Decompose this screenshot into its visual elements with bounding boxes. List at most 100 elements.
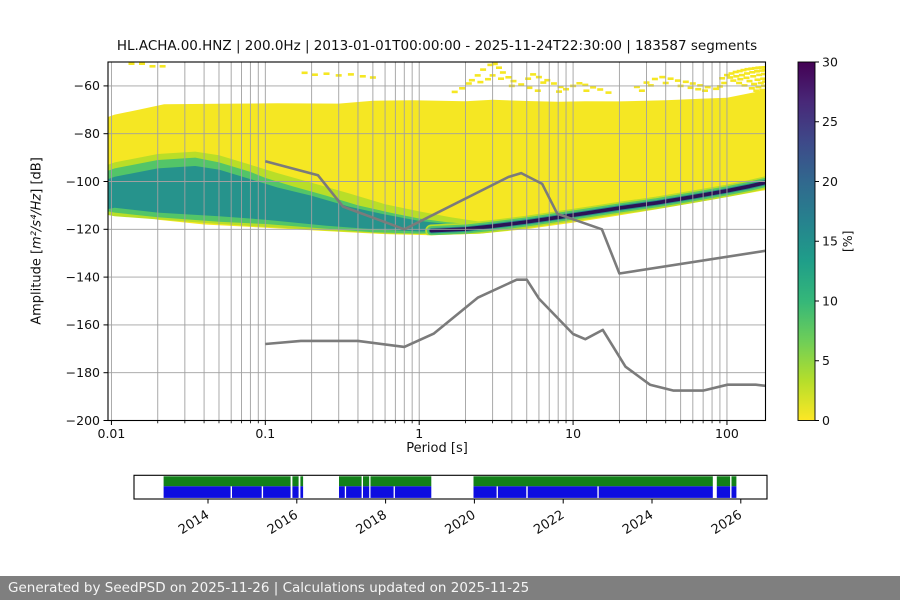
heatmap-speckle: [540, 81, 547, 84]
y-axis-label: Amplitude [m²/s⁴/Hz] [dB]: [30, 157, 45, 325]
x-tick-label: 0.1: [255, 426, 275, 441]
heatmap-speckle: [633, 85, 640, 89]
year-label: 2026: [709, 508, 745, 538]
availability-blue-segment: [497, 486, 527, 498]
availability-green-segment: [473, 476, 713, 487]
x-tick-label: 100: [715, 426, 739, 441]
availability-blue-segment: [473, 486, 497, 498]
y-axis-label-prefix: Amplitude [: [29, 248, 45, 325]
heatmap-speckle: [721, 81, 728, 85]
availability-blue-segment: [300, 486, 304, 498]
heatmap-speckle: [744, 72, 750, 75]
availability-green-segment: [370, 476, 432, 487]
plot-border: [107, 61, 767, 422]
availability-blue-segment: [394, 486, 432, 498]
colorbar: [797, 61, 816, 421]
availability-blue-segment: [292, 486, 299, 498]
heatmap-layer-teal: [108, 166, 472, 232]
colorbar-tick-label: 15: [822, 234, 838, 249]
y-axis-label-units: m²/s⁴/Hz: [29, 193, 45, 249]
heatmap-speckle: [468, 78, 475, 82]
heatmap-speckle: [738, 73, 745, 77]
heatmap-speckle: [149, 65, 156, 68]
heatmap-speckle: [638, 89, 645, 92]
heatmap-speckle: [754, 70, 761, 73]
year-label: 2016: [265, 508, 301, 538]
heatmap-speckle: [727, 76, 734, 79]
heatmap-speckle: [323, 72, 330, 75]
y-tick-label: −100: [66, 174, 100, 189]
heatmap-speckle: [743, 76, 750, 80]
heatmap-speckle: [651, 77, 658, 81]
heatmap-speckle: [751, 66, 758, 70]
heatmap-speckle: [748, 67, 755, 70]
availability-blue-segment: [232, 486, 262, 498]
heatmap-speckle: [741, 84, 748, 87]
heatmap-speckle: [480, 68, 487, 71]
heatmap-speckle: [647, 84, 654, 87]
heatmap-speckle: [347, 73, 354, 76]
heatmap-speckle: [465, 82, 472, 85]
heatmap-speckle: [733, 75, 740, 78]
heatmap-speckle: [761, 68, 766, 72]
heatmap-speckle: [459, 87, 466, 90]
heatmap-speckle: [748, 87, 755, 90]
heatmap-speckle: [755, 85, 762, 89]
heatmap-speckle: [760, 77, 766, 80]
availability-blue-segment: [163, 486, 231, 498]
heatmap-speckle: [761, 72, 766, 76]
heatmap-speckle: [749, 71, 756, 74]
y-axis-label-suffix: ] [dB]: [29, 157, 45, 194]
heatmap-speckle: [510, 79, 517, 83]
heatmap-speckle: [754, 78, 761, 81]
gridlines: [108, 62, 766, 421]
heatmap-speckle: [736, 81, 743, 85]
nlnm-line: [265, 278, 766, 392]
year-label: 2020: [443, 508, 479, 538]
year-label: 2018: [354, 508, 390, 538]
heatmap-speckle: [525, 77, 532, 80]
heatmap-speckle: [687, 86, 694, 90]
heatmap-speckle: [534, 89, 541, 92]
heatmap-speckle: [746, 79, 753, 83]
heatmap-speckle: [697, 84, 704, 87]
nhnm-line: [264, 159, 766, 275]
y-tick-label: −120: [66, 222, 100, 237]
heatmap-speckle: [758, 69, 765, 72]
heatmap-speckle: [597, 88, 604, 91]
heatmap-speckle: [659, 75, 666, 79]
footer-bar: Generated by SeedPSD on 2025-11-26 | Cal…: [0, 576, 900, 600]
heatmap-speckle: [530, 73, 537, 76]
heatmap-speckle: [491, 62, 498, 66]
colorbar-tick-label: 20: [822, 174, 838, 189]
heatmap-speckle: [139, 62, 145, 65]
heatmap-speckle: [583, 89, 590, 92]
heatmap-speckle: [730, 79, 737, 82]
heatmap-speckle: [728, 72, 735, 75]
availability-blue-segment: [598, 486, 713, 498]
heatmap-speckle: [451, 90, 458, 94]
heatmap-speckle: [301, 71, 308, 75]
availability-blue-segment: [731, 486, 737, 498]
availability-blue-segment: [716, 486, 731, 498]
heatmap-speckle: [605, 91, 612, 94]
heatmap-speckle: [702, 89, 708, 92]
availability-green-segment: [363, 476, 370, 487]
year-label: 2022: [531, 508, 567, 538]
x-axis-label: Period [s]: [406, 441, 468, 456]
heatmap-speckle: [544, 78, 551, 82]
colorbar-tick-label: 10: [822, 293, 838, 308]
heatmap-speckle: [719, 77, 726, 80]
heatmap-speckle: [477, 80, 484, 84]
x-tick-label: 10: [565, 426, 581, 441]
heatmap-speckle: [761, 66, 766, 69]
year-label: 2014: [176, 508, 212, 538]
heatmap-speckle: [740, 68, 747, 72]
heatmap-speckle: [751, 82, 758, 86]
footer-text: Generated by SeedPSD on 2025-11-26 | Cal…: [8, 580, 530, 596]
heatmap-speckle: [682, 80, 689, 84]
availability-green-segment: [292, 476, 299, 487]
heatmap-speckle: [359, 75, 366, 78]
